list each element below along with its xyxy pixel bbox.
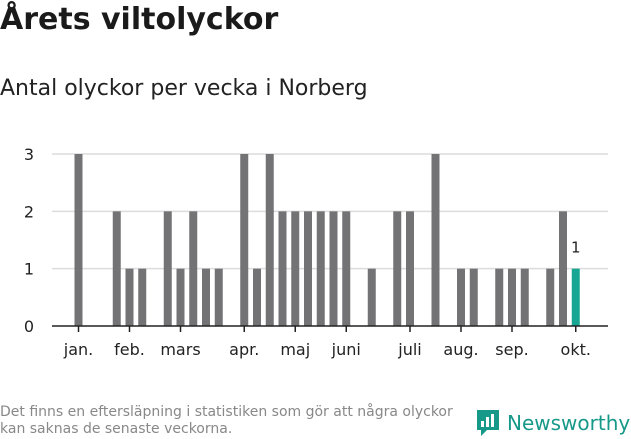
bar [125,268,134,326]
x-tick-label: apr. [229,340,259,359]
bar [393,211,402,326]
highlight-value-label: 1 [571,239,581,257]
bar [495,268,504,326]
bar [520,268,529,326]
bar [189,211,198,326]
y-tick-label: 0 [24,317,34,336]
bar [265,154,274,326]
y-tick-label: 2 [24,202,34,221]
bar [291,211,300,326]
x-tick-label: aug. [443,340,478,359]
bar [138,268,147,326]
bar [112,211,121,326]
bar-highlight [571,268,580,326]
x-tick-label: feb. [114,340,145,359]
x-tick-label: juni [331,340,361,359]
bar [253,268,261,326]
x-tick-label: okt. [561,340,591,359]
bar [546,268,555,326]
newsworthy-logo-icon [477,410,499,436]
bar [176,268,185,326]
bar [316,211,325,326]
bar [431,154,440,326]
bar [329,211,338,326]
x-tick-label: mars [160,340,200,359]
chart-title: Årets viltolyckor [0,2,279,37]
y-tick-label: 1 [24,260,34,279]
chart-subtitle: Antal olyckor per vecka i Norberg [0,76,368,101]
footnote: Det finns en eftersläpning i statistiken… [0,404,453,437]
bar-chart: 0 1 2 3 jan. feb. mars apr. maj juni juli aug. sep. o… [24,145,608,359]
bar [278,211,287,326]
bar [457,268,465,326]
bar [163,211,172,326]
x-tick-label: maj [280,340,310,359]
bar [240,154,249,326]
bar [342,211,351,326]
bar [367,268,376,326]
brand-name: Newsworthy [507,411,631,435]
y-tick-label: 3 [24,145,34,164]
x-tick-label: sep. [495,340,528,359]
bar [214,268,223,326]
newsworthy-brand[interactable]: Newsworthy [475,408,630,438]
bar [508,268,516,326]
bar [406,211,414,326]
bar [74,154,83,326]
bar [202,268,210,326]
bar [469,268,478,326]
bar [304,211,312,326]
x-tick-label: juli [397,340,421,359]
x-tick-label: jan. [63,340,93,359]
bar [559,211,567,326]
